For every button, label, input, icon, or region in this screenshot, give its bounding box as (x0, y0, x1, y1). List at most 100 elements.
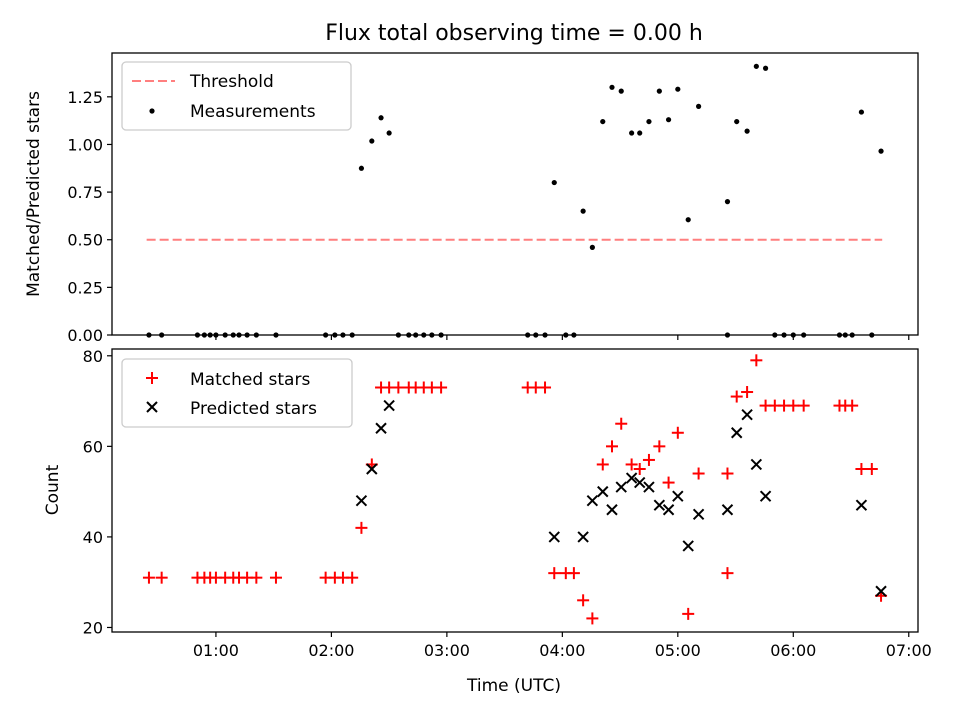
y-tick-label: 40 (83, 528, 103, 547)
predicted-stars-point (375, 422, 387, 434)
bottom-legend-box (121, 358, 353, 428)
bottom-y-axis-label: Count (43, 464, 63, 515)
measurement-point (600, 118, 606, 125)
matched-stars-point (586, 612, 599, 625)
top-y-axis-label: Matched/Predicted stars (24, 91, 44, 297)
predicted-stars-point (643, 481, 655, 493)
legend-matched-swatch (146, 372, 158, 384)
bottom-plot-area (142, 354, 888, 625)
matched-stars-point (250, 571, 263, 584)
x-tick-label: 06:00 (770, 641, 816, 660)
measurement-point (637, 130, 643, 136)
matched-stars-point (721, 567, 734, 580)
y-tick-label: 0.25 (67, 278, 103, 297)
predicted-stars-point (586, 494, 599, 507)
matched-stars-point (730, 390, 743, 403)
predicted-stars-point (855, 499, 868, 511)
predicted-stars-point (653, 499, 666, 511)
measurement-point (665, 117, 672, 123)
x-tick-label: 04:00 (539, 641, 585, 660)
matched-stars-point (577, 594, 590, 607)
measurement-point (629, 130, 635, 136)
x-tick-label: 05:00 (655, 641, 701, 660)
measurement-point (744, 128, 750, 134)
matched-stars-point (721, 467, 734, 480)
matched-stars-point (435, 381, 448, 394)
y-tick-label: 60 (83, 437, 103, 456)
legend-threshold-label: Threshold (189, 72, 274, 92)
legend-predicted-swatch (146, 401, 158, 413)
matched-stars-point (682, 607, 695, 620)
measurement-point (378, 115, 384, 121)
predicted-stars-point (750, 458, 763, 471)
measurement-point (589, 244, 595, 250)
measurement-point (724, 199, 731, 205)
matched-stars-point (539, 381, 552, 394)
predicted-stars-point (383, 399, 395, 412)
matched-stars-point (653, 440, 666, 453)
x-tick-label: 01:00 (193, 641, 239, 660)
matched-stars-point (642, 453, 655, 466)
legend-matched-label: Matched stars (190, 370, 310, 390)
bottom-legend: Matched stars Predicted stars (121, 358, 353, 428)
legend-predicted-label: Predicted stars (190, 399, 317, 419)
y-tick-label: 1.00 (67, 135, 103, 154)
measurement-point (386, 130, 392, 136)
bottom-axes-frame (111, 348, 919, 633)
matched-stars-point (846, 399, 859, 412)
matched-stars-point (155, 571, 168, 584)
predicted-stars-point (875, 585, 887, 597)
measurement-point (734, 118, 740, 125)
legend-measurements-label: Measurements (190, 102, 316, 122)
measurement-point (646, 118, 652, 125)
matched-stars-point (633, 462, 646, 475)
matched-stars-point (750, 354, 763, 367)
predicted-stars-point (577, 531, 589, 543)
measurement-point (878, 148, 884, 154)
top-x-axis (215, 335, 910, 340)
measurement-point (675, 86, 681, 92)
predicted-stars-point (625, 472, 638, 484)
x-tick-label: 02:00 (308, 641, 354, 660)
matched-stars-point (346, 571, 359, 584)
matched-stars-point (142, 571, 155, 584)
matched-stars-point (692, 467, 705, 480)
bottom-x-axis-label: Time (UTC) (466, 676, 561, 696)
predicted-stars-point (731, 427, 743, 439)
measurement-point (369, 138, 375, 144)
top-legend-box (121, 61, 352, 131)
predicted-stars-point (597, 485, 609, 498)
matched-stars-point (596, 458, 609, 471)
matched-stars-point (392, 381, 405, 394)
top-panel: 0.00 0.25 0.50 0.75 1.00 1.25 Matched/Predict… (24, 52, 919, 345)
matched-stars-point (855, 462, 868, 475)
y-tick-label: 80 (83, 347, 103, 366)
x-tick-label: 03:00 (424, 641, 470, 660)
measurement-point (551, 179, 557, 186)
matched-stars-point (355, 521, 368, 534)
measurement-point (858, 109, 865, 115)
predicted-stars-point (615, 481, 627, 493)
y-tick-label: 0.75 (67, 183, 103, 202)
predicted-stars-point (741, 408, 753, 421)
y-tick-label: 1.25 (67, 88, 103, 107)
matched-stars-point (269, 571, 282, 584)
predicted-stars-point (634, 476, 646, 489)
predicted-stars-point (692, 508, 705, 520)
measurement-point (696, 103, 702, 109)
predicted-stars-point (606, 504, 618, 516)
measurement-point (753, 63, 759, 69)
predicted-stars-point (759, 490, 772, 502)
predicted-stars-point (355, 494, 368, 507)
predicted-stars-point (672, 490, 684, 502)
bottom-x-axis: 01:00 02:00 03:00 04:00 05:00 06:00 07:00 (193, 632, 932, 660)
measurement-point (358, 165, 365, 171)
y-tick-label: 0.50 (67, 231, 103, 250)
measurement-point (656, 88, 662, 94)
figure-title: Flux total observing time = 0.00 h (325, 21, 703, 46)
matched-stars-point (548, 567, 561, 580)
top-y-axis: 0.00 0.25 0.50 0.75 1.00 1.25 (67, 88, 112, 345)
matched-stars-point (787, 399, 800, 412)
legend-measurements-swatch (149, 108, 155, 114)
